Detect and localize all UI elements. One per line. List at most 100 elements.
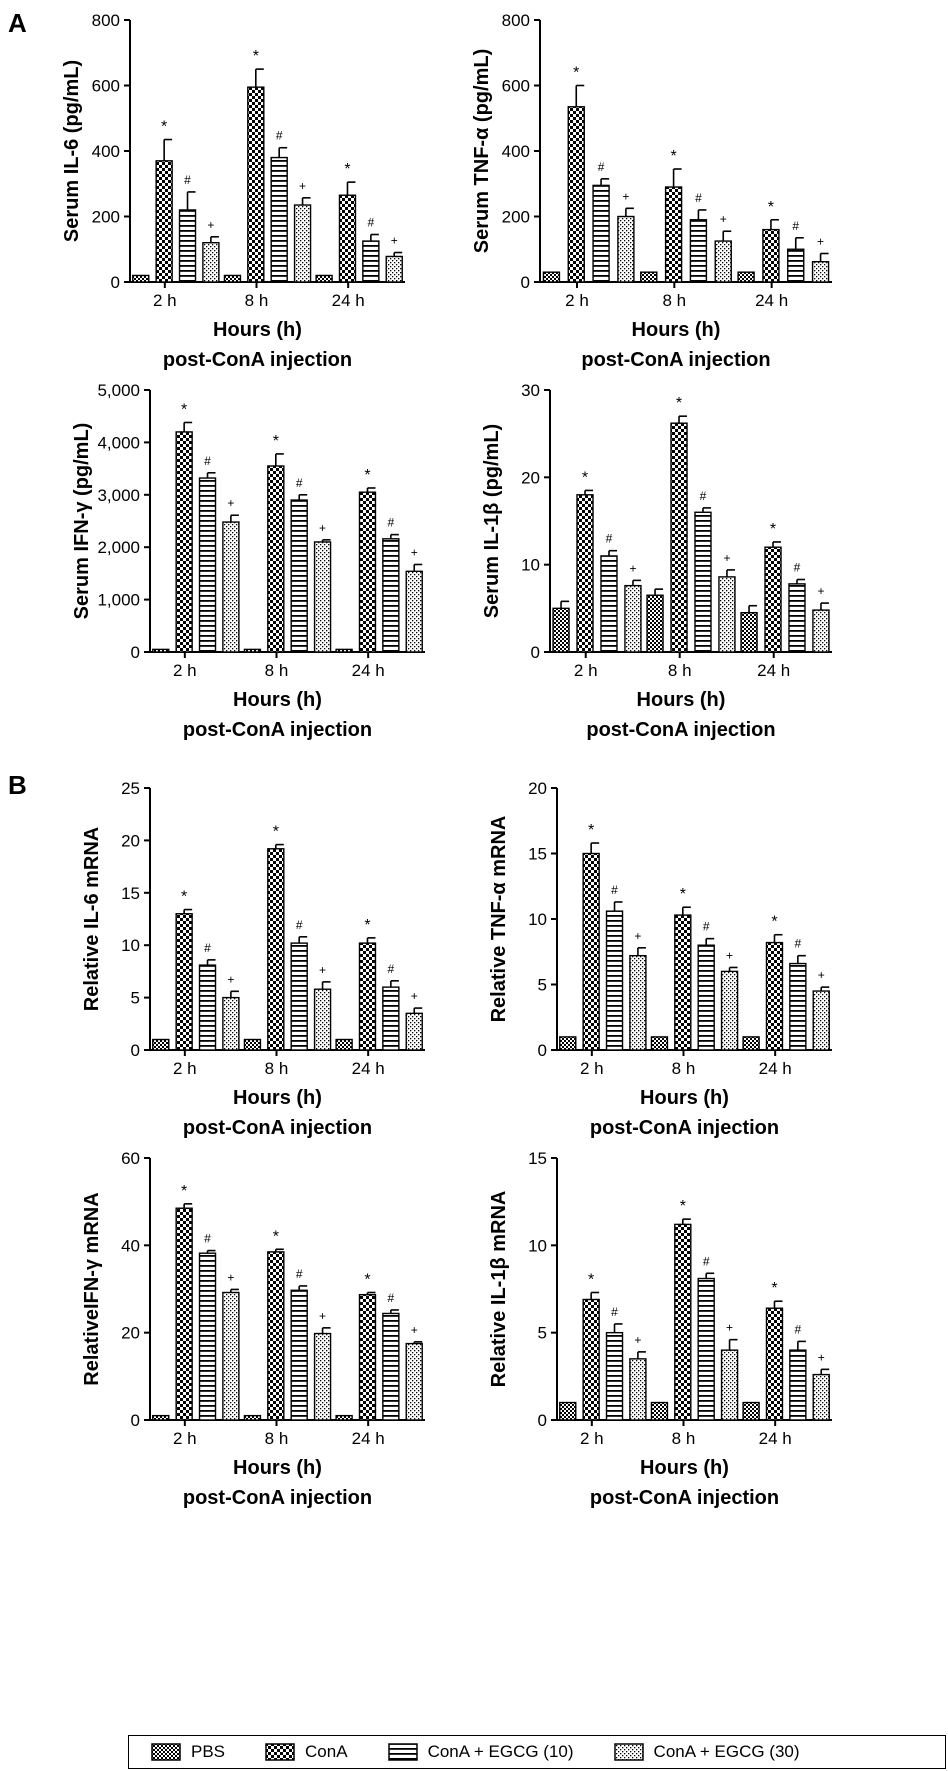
chart8-bar [789, 1349, 807, 1421]
chart2-y-tick-label: 400 [502, 142, 530, 161]
chart8-bar [629, 1358, 647, 1421]
chart6-x-tick-label: 2 h [580, 1059, 604, 1078]
chart2-bar [542, 271, 561, 283]
chart8-significance-mark: # [611, 1305, 618, 1319]
chart7-bar [382, 1312, 400, 1421]
chart1-significance-mark: * [161, 119, 167, 136]
chart8-significance-mark: * [680, 1198, 686, 1215]
chart8-x-tick-label: 24 h [759, 1429, 792, 1448]
chart7-bar [335, 1414, 353, 1421]
chart6-significance-mark: + [726, 948, 733, 962]
chart3-significance-mark: + [227, 496, 234, 510]
chart8-bar [765, 1307, 784, 1421]
chart1-x-tick-label: 24 h [332, 291, 365, 310]
chart4-bar [812, 609, 830, 653]
chart1-significance-mark: + [299, 179, 306, 193]
chart6-significance-mark: # [795, 937, 802, 951]
chart1-bar [202, 241, 220, 283]
chart5-bar [243, 1038, 262, 1051]
legend-swatch-egcg30 [613, 1743, 644, 1761]
chart4-bar [552, 607, 570, 653]
chart6-significance-mark: # [703, 920, 710, 934]
chart5-bar [222, 996, 240, 1051]
chart6-y-tick-label: 15 [528, 845, 547, 864]
chart3-bar [313, 541, 332, 653]
chart1-significance-mark: * [253, 48, 259, 65]
chart3-bar [335, 648, 353, 653]
chart6-bar [629, 954, 647, 1051]
chart7-bar [152, 1414, 170, 1421]
chart1-bar [132, 274, 150, 283]
chart3-significance-mark: * [181, 401, 187, 418]
chart6-bar [674, 914, 692, 1051]
chart5-y-tick-label: 25 [121, 779, 140, 798]
chart7-significance-mark: # [388, 1291, 395, 1305]
chart4-bar [646, 594, 664, 653]
chart6-bar [605, 910, 624, 1051]
chart8-significance-mark: + [634, 1333, 641, 1347]
chart2-y-tick-label: 800 [502, 11, 530, 30]
chart3-significance-mark: * [273, 433, 279, 450]
chart3-bar [152, 648, 170, 653]
chart5-bar [358, 942, 377, 1051]
chart2-significance-mark: * [768, 199, 774, 216]
chart5-x-axis-sublabel: post-ConA injection [183, 1117, 372, 1139]
panel-label-b: B [8, 770, 27, 800]
chart3-y-tick-label: 3,000 [97, 486, 140, 505]
chart7-significance-mark: + [411, 1323, 418, 1337]
chart3-bar [267, 465, 285, 653]
chart6-x-axis-sublabel: post-ConA injection [590, 1117, 779, 1139]
panel-label-a: A [8, 8, 27, 38]
chart3-significance-mark: * [364, 467, 370, 484]
chart1-significance-mark: # [368, 216, 375, 230]
chart6-y-tick-label: 10 [528, 910, 547, 929]
chart4-significance-mark: * [582, 469, 588, 486]
chart3-bar [405, 570, 423, 653]
chart7-bar [290, 1289, 308, 1421]
chart5-y-tick-label: 15 [121, 884, 140, 903]
legend-label-egcg30: ConA + EGCG (30) [653, 1742, 800, 1761]
chart2-y-tick-label: 0 [521, 273, 530, 292]
chart8-y-tick-label: 0 [538, 1411, 547, 1430]
chart5-significance-mark: + [227, 972, 234, 986]
chart2-bar [617, 215, 635, 283]
chart1-bar [270, 156, 288, 283]
chart8-y-tick-label: 5 [538, 1324, 547, 1343]
chart1-bar [247, 86, 265, 283]
chart3-x-tick-label: 8 h [265, 661, 289, 680]
chart3-significance-mark: # [204, 454, 211, 468]
chart7-bar [313, 1332, 332, 1421]
chart6-significance-mark: * [680, 886, 686, 903]
chart5-x-tick-label: 2 h [173, 1059, 197, 1078]
chart2-bar [640, 271, 658, 283]
chart4-significance-mark: # [794, 561, 801, 575]
chart2-bar [762, 228, 780, 283]
legend-swatch-pbs [151, 1743, 181, 1761]
chart8-y-tick-label: 15 [528, 1149, 547, 1168]
chart2-y-axis-label: Serum TNF-α (pg/mL) [471, 49, 493, 254]
chart2-significance-mark: * [670, 148, 676, 165]
chart7-significance-mark: # [296, 1267, 303, 1281]
chart5-y-tick-label: 20 [121, 831, 140, 850]
chart1-significance-mark: # [184, 173, 191, 187]
chart8-x-axis-label: Hours (h) [640, 1457, 729, 1479]
chart7-bar [267, 1251, 285, 1421]
chart5-bar [313, 988, 332, 1051]
chart6-significance-mark: + [818, 968, 825, 982]
chart4-x-axis-sublabel: post-ConA injection [586, 719, 775, 741]
chart1-bar [178, 209, 197, 283]
chart6-x-axis-label: Hours (h) [640, 1087, 729, 1109]
chart5-significance-mark: * [273, 824, 279, 841]
chart8-bar [559, 1401, 577, 1421]
chart2-significance-mark: + [817, 235, 824, 249]
chart7-significance-mark: * [364, 1271, 370, 1288]
chart7-bar [222, 1291, 240, 1421]
legend-swatch-egcg10 [387, 1743, 418, 1761]
chart4-significance-mark: + [817, 584, 824, 598]
chart6-bar [812, 990, 830, 1051]
chart6-y-tick-label: 0 [538, 1041, 547, 1060]
chart4-y-tick-label: 20 [521, 468, 540, 487]
chart8-significance-mark: + [818, 1350, 825, 1364]
chart4-bar [718, 576, 736, 653]
